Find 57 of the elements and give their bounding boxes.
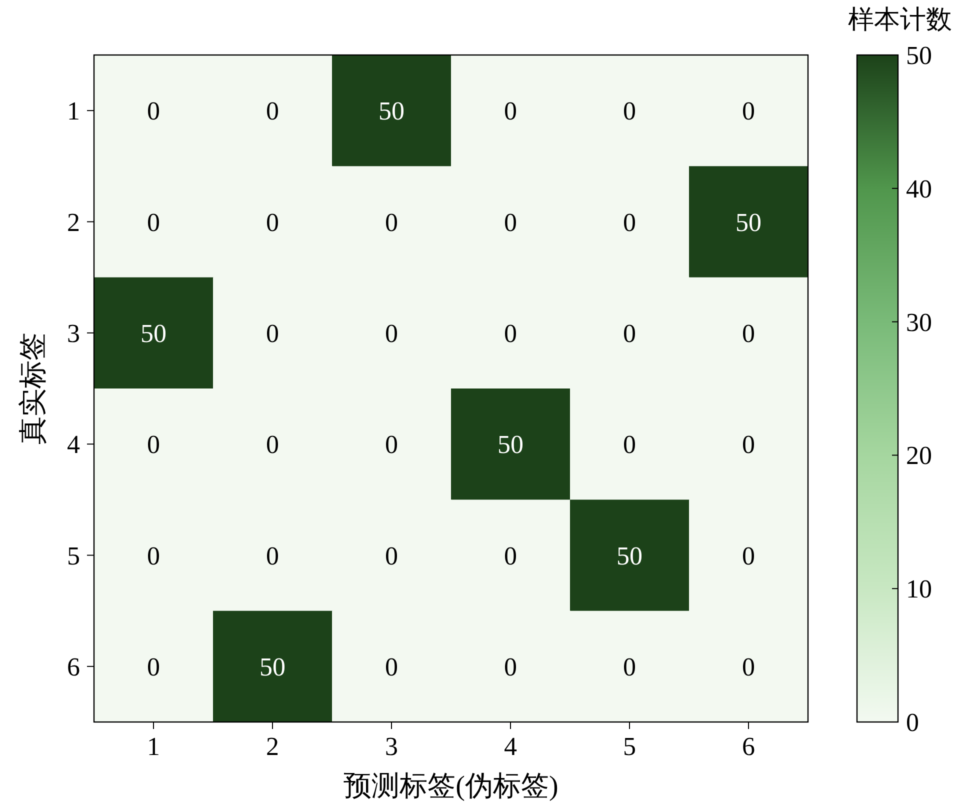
- data-label: 0: [742, 652, 755, 682]
- data-label: 0: [147, 430, 160, 460]
- data-label: 50: [378, 96, 404, 126]
- data-label: 0: [266, 541, 279, 570]
- data-label: 0: [742, 541, 755, 570]
- data-label: 50: [140, 318, 166, 348]
- x-tick-label: 6: [742, 732, 755, 761]
- x-tick-label: 5: [623, 732, 636, 761]
- data-label: 0: [504, 96, 517, 126]
- data-label: 50: [616, 541, 642, 570]
- data-label: 0: [742, 96, 755, 126]
- x-tick-label: 3: [385, 732, 398, 761]
- data-label: 0: [385, 430, 398, 460]
- data-label: 0: [623, 96, 636, 126]
- y-tick-label: 2: [67, 208, 80, 237]
- data-label: 50: [498, 430, 524, 460]
- data-label: 0: [623, 430, 636, 460]
- data-label: 0: [504, 541, 517, 570]
- data-label: 0: [147, 96, 160, 126]
- data-label: 0: [147, 652, 160, 682]
- data-label: 0: [266, 208, 279, 237]
- y-tick-label: 6: [67, 652, 80, 682]
- data-label: 0: [266, 96, 279, 126]
- y-tick-label: 3: [67, 318, 80, 348]
- color-bar-label: 10: [906, 574, 932, 604]
- x-tick-label: 4: [504, 732, 517, 761]
- data-label: 50: [736, 208, 762, 237]
- color-bar-label: 40: [906, 174, 932, 204]
- data-label: 0: [385, 208, 398, 237]
- color-bar-label: 20: [906, 441, 932, 470]
- x-tick-label: 2: [266, 732, 279, 761]
- data-label: 0: [385, 541, 398, 570]
- data-label: 0: [504, 652, 517, 682]
- x-axis-title: 预测标签(伪标签): [344, 771, 558, 802]
- y-axis-title: 真实标签: [18, 332, 49, 444]
- color-bar-title: 样本计数: [848, 5, 952, 34]
- data-label: 0: [385, 318, 398, 348]
- color-bar-label: 30: [906, 308, 932, 337]
- data-label: 0: [385, 652, 398, 682]
- data-label: 0: [266, 318, 279, 348]
- y-tick-label: 5: [67, 541, 80, 570]
- data-label: 0: [742, 430, 755, 460]
- data-label: 0: [147, 541, 160, 570]
- data-label: 0: [504, 318, 517, 348]
- data-label: 0: [266, 430, 279, 460]
- color-bar-label: 50: [906, 41, 932, 70]
- data-label: 0: [623, 652, 636, 682]
- data-label: 0: [504, 208, 517, 237]
- data-label: 0: [147, 208, 160, 237]
- y-tick-label: 4: [67, 430, 80, 460]
- data-label: 0: [742, 318, 755, 348]
- x-tick-label: 1: [147, 732, 160, 761]
- data-label: 50: [260, 652, 286, 682]
- data-label: 0: [623, 208, 636, 237]
- y-tick-label: 1: [67, 96, 80, 126]
- color-bar-label: 0: [906, 708, 919, 737]
- data-label: 0: [623, 318, 636, 348]
